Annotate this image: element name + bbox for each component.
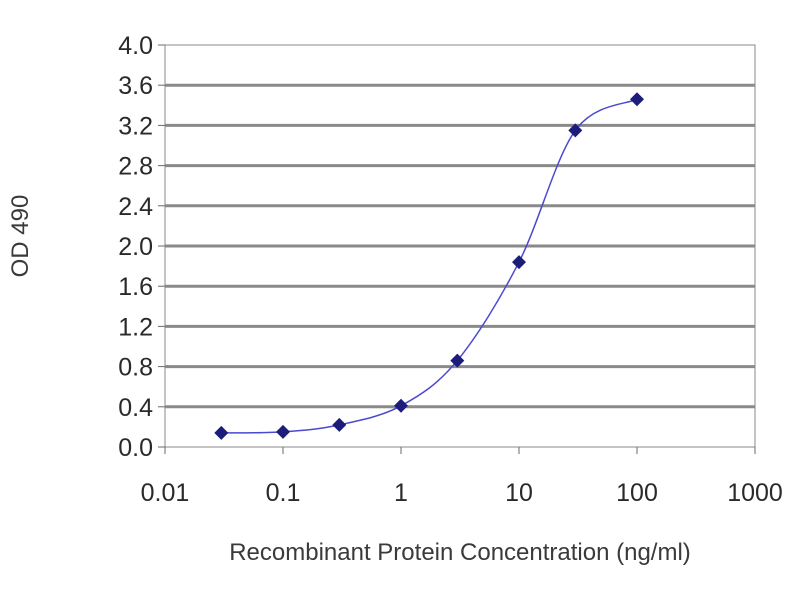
y-tick-label: 2.8 [118, 153, 153, 181]
y-tick-label: 0.4 [118, 394, 153, 422]
data-point-marker [394, 398, 408, 413]
y-tick-label: 1.6 [118, 273, 153, 301]
data-point-marker [450, 353, 465, 368]
y-tick-label: 3.2 [118, 112, 153, 140]
x-axis-label: Recombinant Protein Concentration (ng/ml… [229, 539, 691, 566]
data-point-marker [512, 255, 526, 270]
data-point-marker [630, 92, 644, 107]
x-tick-label: 10 [505, 479, 533, 507]
gridlines [165, 83, 755, 409]
data-point-marker [276, 424, 290, 439]
x-tick-label: 100 [616, 479, 658, 507]
x-tick-label: 0.1 [266, 479, 301, 507]
y-tick-label: 0.0 [118, 434, 153, 462]
y-tick-label: 2.4 [118, 193, 153, 221]
y-axis-label: OD 490 [7, 195, 34, 278]
x-tick-label: 1000 [727, 479, 783, 507]
x-axis-ticks: 0.01 0.1 1 10 100 1000 [141, 447, 783, 507]
fitted-curve [221, 98, 638, 434]
data-point-marker [568, 123, 583, 138]
y-tick-label: 2.0 [118, 233, 153, 261]
x-tick-label: 0.01 [141, 479, 190, 507]
data-point-marker [214, 425, 229, 440]
y-tick-label: 3.6 [118, 72, 153, 100]
y-tick-label: 0.8 [118, 354, 153, 382]
y-tick-label: 4.0 [118, 32, 153, 60]
y-axis-ticks: 0.0 0.4 0.8 1.2 1.6 2.0 2.4 2.8 3.2 3.6 4.0 [118, 32, 165, 462]
x-tick-label: 1 [394, 479, 408, 507]
data-point-marker [332, 417, 347, 432]
y-tick-label: 1.2 [118, 313, 153, 341]
data-points [214, 92, 644, 440]
